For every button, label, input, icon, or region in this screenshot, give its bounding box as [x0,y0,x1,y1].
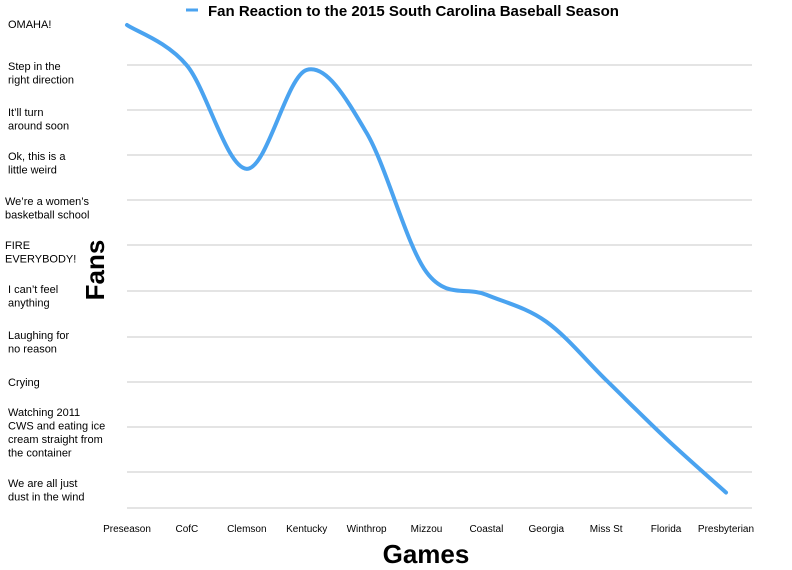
y-level-label: FIRE EVERYBODY! [5,240,76,266]
x-tick-label: CofC [176,524,199,535]
x-tick-label: Preseason [103,524,151,535]
data-points [125,23,728,495]
y-level-label: It’ll turn around soon [8,107,69,133]
y-level-label: Step in the right direction [8,61,74,87]
y-level-label: Crying [8,377,40,389]
x-axis-title: Games [383,539,470,569]
y-level-labels: OMAHA! Step in the right direction It’ll tu… [5,19,105,504]
x-tick-label: Mizzou [411,524,443,535]
y-level-label: Ok, this is a little weird [8,151,66,177]
y-level-label: We are all just dust in the wind [8,478,84,504]
x-tick-label: Clemson [227,524,266,535]
x-tick-label: Winthrop [347,524,387,535]
x-tick-label: Florida [651,524,682,535]
series-line-fan-reaction [125,23,728,495]
x-tick-labels: Preseason CofC Clemson Kentucky Winthrop Mizz… [103,524,754,535]
x-tick-label: Coastal [469,524,503,535]
y-level-label: Watching 2011 CWS and eating ice cream str… [8,407,105,460]
x-tick-label: Georgia [529,524,565,535]
y-level-label: I can’t feel anything [8,284,58,310]
y-level-label: Laughing for no reason [8,330,69,356]
x-tick-label: Kentucky [286,524,327,535]
y-level-label: We’re a women’s basketball school [5,196,89,222]
x-tick-label: Presbyterian [698,524,754,535]
legend: Fan Reaction to the 2015 South Carolina … [186,3,619,20]
y-level-label: OMAHA! [8,19,51,31]
chart-title: Fan Reaction to the 2015 South Carolina … [208,3,619,20]
x-tick-label: Miss St [590,524,623,535]
y-axis-title: Fans [80,240,110,301]
